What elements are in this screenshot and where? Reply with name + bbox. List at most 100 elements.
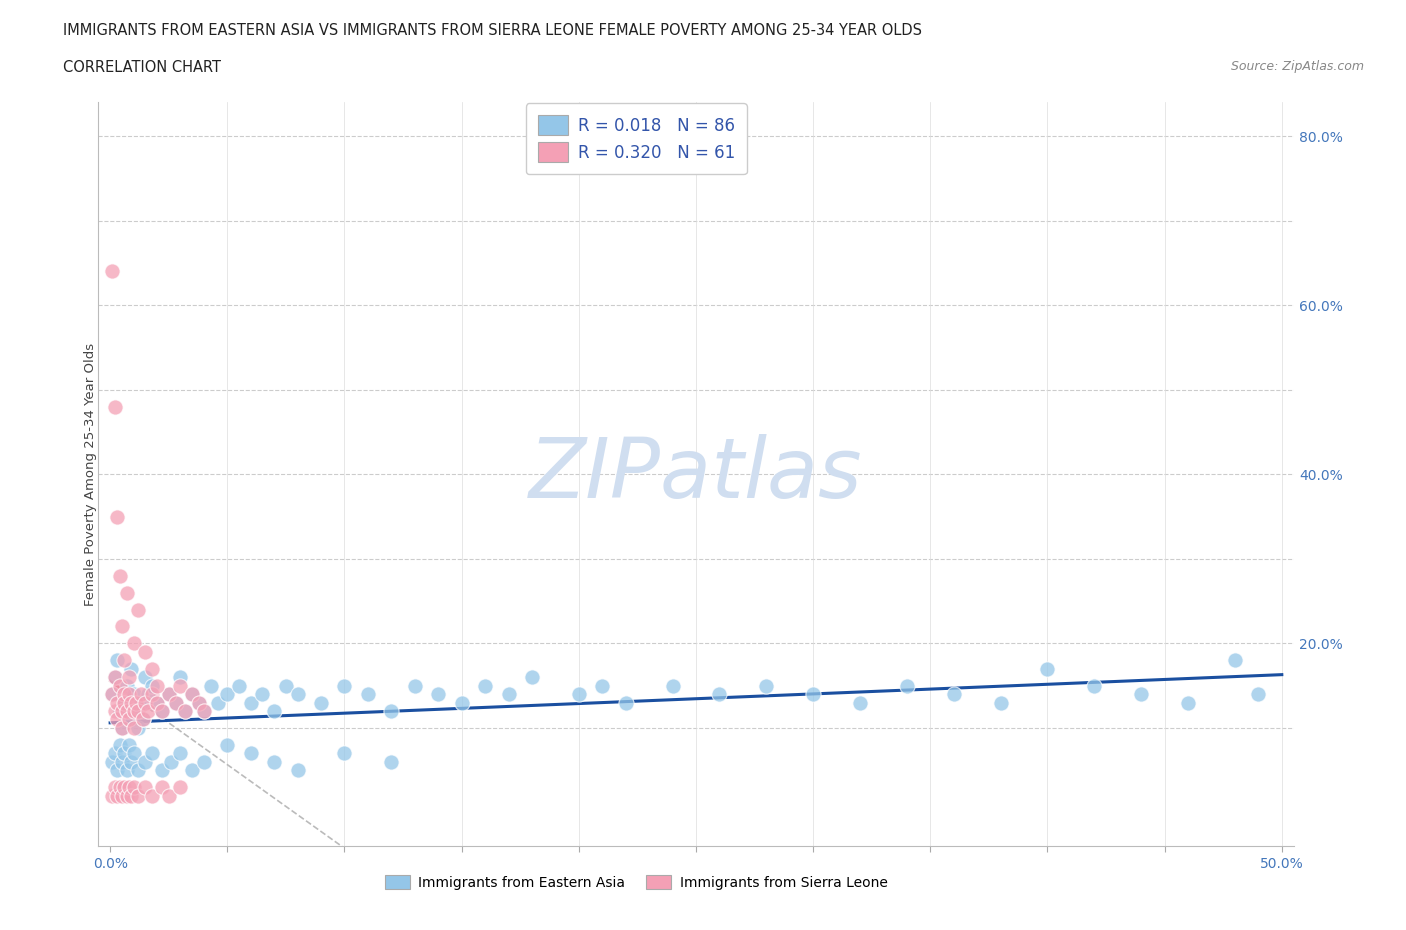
- Point: [1177, 695, 1199, 710]
- Point: [125, 695, 148, 710]
- Point: [274, 678, 297, 693]
- Point: [125, 704, 148, 719]
- Point: [118, 670, 141, 684]
- Point: [141, 686, 163, 701]
- Point: [380, 704, 402, 719]
- Legend: Immigrants from Eastern Asia, Immigrants from Sierra Leone: Immigrants from Eastern Asia, Immigrants…: [380, 870, 893, 896]
- Point: [1223, 653, 1246, 668]
- Point: [287, 763, 309, 777]
- Point: [849, 695, 872, 710]
- Point: [129, 695, 152, 710]
- Point: [122, 686, 145, 701]
- Point: [115, 763, 138, 777]
- Y-axis label: Female Poverty Among 25-34 Year Olds: Female Poverty Among 25-34 Year Olds: [83, 343, 97, 605]
- Text: CORRELATION CHART: CORRELATION CHART: [63, 60, 221, 75]
- Point: [115, 678, 138, 693]
- Point: [568, 686, 591, 701]
- Point: [105, 653, 128, 668]
- Point: [122, 704, 145, 719]
- Point: [150, 763, 173, 777]
- Point: [309, 695, 332, 710]
- Point: [146, 695, 169, 710]
- Point: [150, 704, 173, 719]
- Point: [942, 686, 965, 701]
- Point: [118, 712, 141, 727]
- Point: [200, 678, 222, 693]
- Point: [112, 695, 135, 710]
- Point: [498, 686, 520, 701]
- Point: [169, 678, 191, 693]
- Point: [217, 737, 239, 752]
- Point: [427, 686, 450, 701]
- Point: [112, 746, 135, 761]
- Point: [134, 644, 156, 659]
- Point: [188, 695, 211, 710]
- Point: [287, 686, 309, 701]
- Point: [1130, 686, 1153, 701]
- Point: [120, 661, 142, 676]
- Point: [263, 754, 285, 769]
- Point: [181, 763, 204, 777]
- Point: [474, 678, 496, 693]
- Point: [122, 721, 145, 736]
- Point: [122, 779, 145, 794]
- Text: Source: ZipAtlas.com: Source: ZipAtlas.com: [1230, 60, 1364, 73]
- Point: [105, 695, 128, 710]
- Point: [112, 695, 135, 710]
- Point: [520, 670, 543, 684]
- Point: [174, 704, 197, 719]
- Point: [193, 704, 215, 719]
- Point: [141, 746, 163, 761]
- Point: [112, 779, 135, 794]
- Point: [174, 704, 197, 719]
- Point: [108, 737, 131, 752]
- Point: [239, 695, 262, 710]
- Point: [896, 678, 918, 693]
- Point: [104, 399, 127, 414]
- Point: [141, 678, 163, 693]
- Point: [141, 788, 163, 803]
- Point: [591, 678, 613, 693]
- Point: [112, 686, 135, 701]
- Point: [120, 788, 142, 803]
- Point: [101, 264, 124, 279]
- Point: [127, 602, 149, 617]
- Point: [108, 779, 131, 794]
- Point: [108, 678, 131, 693]
- Point: [160, 754, 183, 769]
- Point: [101, 686, 124, 701]
- Point: [112, 653, 135, 668]
- Point: [146, 678, 169, 693]
- Point: [118, 737, 141, 752]
- Point: [111, 619, 134, 634]
- Point: [134, 754, 156, 769]
- Point: [709, 686, 731, 701]
- Point: [104, 704, 127, 719]
- Point: [169, 670, 191, 684]
- Point: [136, 686, 159, 701]
- Point: [150, 779, 173, 794]
- Point: [115, 704, 138, 719]
- Point: [134, 779, 156, 794]
- Point: [661, 678, 683, 693]
- Point: [404, 678, 426, 693]
- Point: [132, 712, 155, 727]
- Point: [111, 788, 134, 803]
- Point: [157, 686, 180, 701]
- Point: [115, 585, 138, 600]
- Point: [101, 754, 124, 769]
- Point: [118, 686, 141, 701]
- Point: [122, 636, 145, 651]
- Point: [134, 695, 156, 710]
- Point: [118, 712, 141, 727]
- Point: [157, 686, 180, 701]
- Point: [118, 779, 141, 794]
- Point: [141, 661, 163, 676]
- Point: [181, 686, 204, 701]
- Point: [380, 754, 402, 769]
- Point: [127, 763, 149, 777]
- Point: [333, 678, 356, 693]
- Point: [263, 704, 285, 719]
- Point: [136, 704, 159, 719]
- Point: [129, 686, 152, 701]
